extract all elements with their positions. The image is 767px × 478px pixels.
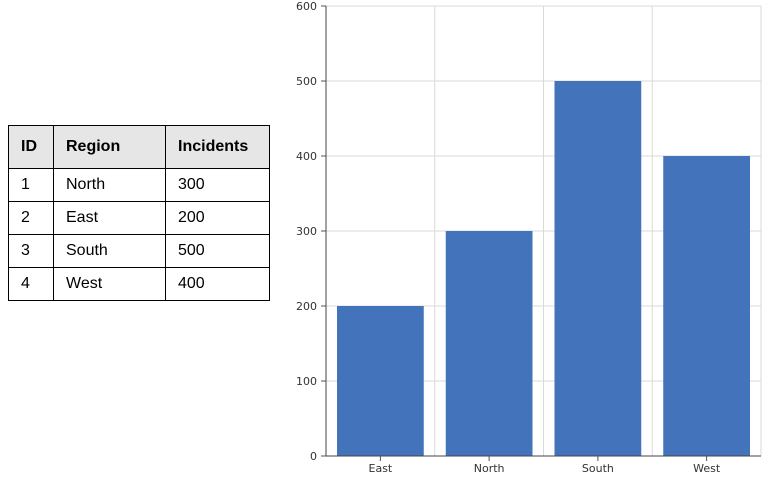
cell-region: West bbox=[53, 267, 166, 301]
y-tick-label: 400 bbox=[296, 150, 317, 163]
table-row: 3 South 500 bbox=[8, 234, 270, 268]
header-id: ID bbox=[8, 125, 54, 169]
cell-id: 4 bbox=[8, 267, 54, 301]
bar-east bbox=[337, 306, 424, 456]
cell-id: 2 bbox=[8, 201, 54, 235]
x-tick-label: North bbox=[474, 462, 505, 475]
incidents-table: ID Region Incidents 1 North 300 2 East 200 3 So… bbox=[8, 125, 270, 301]
x-tick-label: East bbox=[369, 462, 393, 475]
cell-incidents: 300 bbox=[165, 168, 270, 202]
cell-incidents: 400 bbox=[165, 267, 270, 301]
y-tick-label: 500 bbox=[296, 75, 317, 88]
x-tick-label: South bbox=[582, 462, 614, 475]
y-tick-label: 600 bbox=[296, 0, 317, 13]
y-tick-label: 200 bbox=[296, 300, 317, 313]
table-row: 2 East 200 bbox=[8, 201, 270, 235]
bar-south bbox=[554, 81, 642, 456]
cell-id: 1 bbox=[8, 168, 54, 202]
cell-region: East bbox=[53, 201, 166, 235]
cell-incidents: 500 bbox=[165, 234, 270, 268]
x-tick-label: West bbox=[693, 462, 721, 475]
cell-incidents: 200 bbox=[165, 201, 270, 235]
y-tick-label: 0 bbox=[310, 450, 317, 463]
bar-north bbox=[445, 231, 533, 456]
y-tick-label: 100 bbox=[296, 375, 317, 388]
table-row: 4 West 400 bbox=[8, 267, 270, 301]
table-header-row: ID Region Incidents bbox=[8, 125, 270, 169]
y-tick-label: 300 bbox=[296, 225, 317, 238]
cell-region: South bbox=[53, 234, 166, 268]
table-row: 1 North 300 bbox=[8, 168, 270, 202]
bar-west bbox=[663, 156, 750, 456]
